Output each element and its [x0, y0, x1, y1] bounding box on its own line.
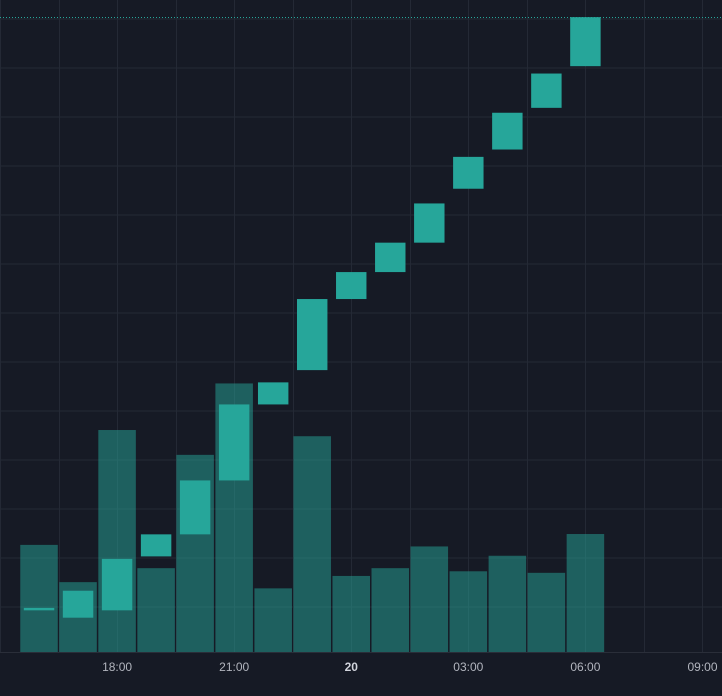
- candles: [23, 17, 601, 618]
- volume-bar: [566, 534, 605, 652]
- volume-bar: [137, 568, 175, 652]
- volume-bar: [332, 575, 371, 652]
- candle: [257, 382, 289, 405]
- time-axis-tick-label: 03:00: [453, 660, 483, 674]
- volume-bar: [371, 568, 410, 652]
- volume-bar: [449, 571, 488, 652]
- time-axis-tick-label: 20: [345, 660, 359, 674]
- candle: [375, 242, 406, 273]
- candle: [218, 404, 250, 481]
- candle: [336, 272, 367, 300]
- volume-bars: [20, 383, 605, 652]
- volume-bar: [20, 544, 58, 652]
- candle: [62, 590, 94, 618]
- volume-bar: [527, 572, 566, 652]
- grid-lines: [0, 0, 722, 653]
- candle: [179, 480, 211, 535]
- time-axis-tick-label: 21:00: [219, 660, 249, 674]
- volume-bar: [293, 436, 331, 652]
- candle: [531, 73, 562, 108]
- time-axis[interactable]: 18:00 21:00 20 03:00 06:00 09:00: [102, 660, 718, 674]
- volume-bar: [488, 555, 527, 652]
- candle: [570, 17, 601, 67]
- candle: [296, 299, 328, 371]
- candle: [140, 534, 172, 557]
- candle: [101, 558, 133, 611]
- time-axis-tick-label: 06:00: [570, 660, 600, 674]
- time-axis-tick-label: 18:00: [102, 660, 132, 674]
- candle: [453, 156, 484, 189]
- volume-bar: [98, 430, 136, 652]
- volume-bar: [254, 588, 292, 652]
- volume-bar: [410, 546, 449, 652]
- candle: [492, 112, 523, 150]
- candle: [414, 203, 445, 243]
- time-axis-tick-label: 09:00: [687, 660, 717, 674]
- candle: [23, 607, 55, 611]
